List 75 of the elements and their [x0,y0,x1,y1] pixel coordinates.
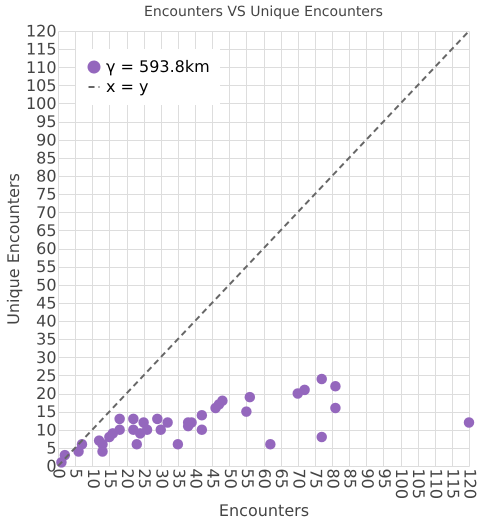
y-tick-label: 10 [36,420,56,440]
y-tick-label: 80 [36,166,56,186]
x-tick-label: 10 [84,468,103,489]
y-tick-label: 70 [36,202,56,222]
x-tick-label: 100 [392,468,411,500]
y-tick-label: 30 [36,348,56,367]
point [330,381,341,392]
x-tick-label: 35 [169,468,188,489]
x-tick-label: 50 [220,468,240,489]
point [162,417,173,428]
y-tick-label: 115 [26,40,56,59]
x-tick-label: 55 [238,468,257,489]
point [330,402,341,414]
y-tick-label: 105 [26,76,56,95]
y-tick-label: 40 [36,312,56,330]
point [265,439,276,450]
point [156,424,166,435]
x-tick-label: 95 [374,468,394,489]
chart-title: Encounters VS Unique Encounters [144,4,383,20]
point [152,414,163,424]
x-tick-label: 120 [460,468,480,500]
x-tick-label: 85 [340,468,360,489]
point [196,410,208,420]
y-tick-label: 100 [26,94,56,113]
point [316,432,327,442]
point [172,439,184,450]
x-tick-label: 115 [443,468,462,500]
legend-label: x = y [106,77,149,96]
point [97,446,108,457]
point [217,396,228,406]
y-tick-label: 35 [36,330,56,349]
x-tick-label: 20 [118,468,137,489]
y-tick-label: 90 [36,130,56,150]
y-axis-title: Unique Encounters [4,173,23,325]
point [299,384,310,396]
x-tick-label: 70 [289,468,308,489]
x-axis-title: Encounters [218,501,310,520]
x-tick-label: 30 [152,468,172,489]
point [316,374,327,384]
x-tick-label: 75 [306,468,326,489]
y-tick-label: 45 [36,293,56,312]
x-tick-label: 110 [426,468,446,500]
x-tick-label: 80 [324,468,342,489]
x-tick-label: 5 [66,468,86,479]
y-tick-label: 25 [36,366,56,385]
point [142,424,152,435]
y-tick-label: 5 [46,438,56,458]
y-tick-label: 50 [36,275,56,294]
x-tick-label: 90 [358,468,377,489]
x-tick-label: 105 [409,468,428,500]
point [114,414,125,424]
point [114,424,125,435]
legend-label: γ = 593.8km [106,57,210,76]
point [241,406,252,417]
x-tick-label: 45 [204,468,223,489]
point [244,392,256,402]
y-tick-label: 15 [36,402,56,422]
y-tick-label: 75 [36,184,56,204]
point [128,414,139,424]
x-tick-label: 15 [100,468,120,489]
y-tick-label: 60 [36,239,56,258]
y-tick-label: 20 [36,384,56,403]
y-tick-label: 120 [26,22,56,40]
y-tick-label: 55 [36,257,56,276]
y-tick-label: 95 [36,112,56,132]
point [196,424,208,435]
y-tick-label: 65 [36,220,56,240]
point [464,417,474,428]
y-tick-label: 110 [26,58,56,77]
y-tick-label: 85 [36,148,56,168]
x-tick-label: 60 [255,468,274,489]
x-tick-label: 65 [272,468,292,489]
x-tick-label: 25 [135,468,154,489]
point [132,439,142,450]
x-tick-label: 40 [186,468,206,489]
